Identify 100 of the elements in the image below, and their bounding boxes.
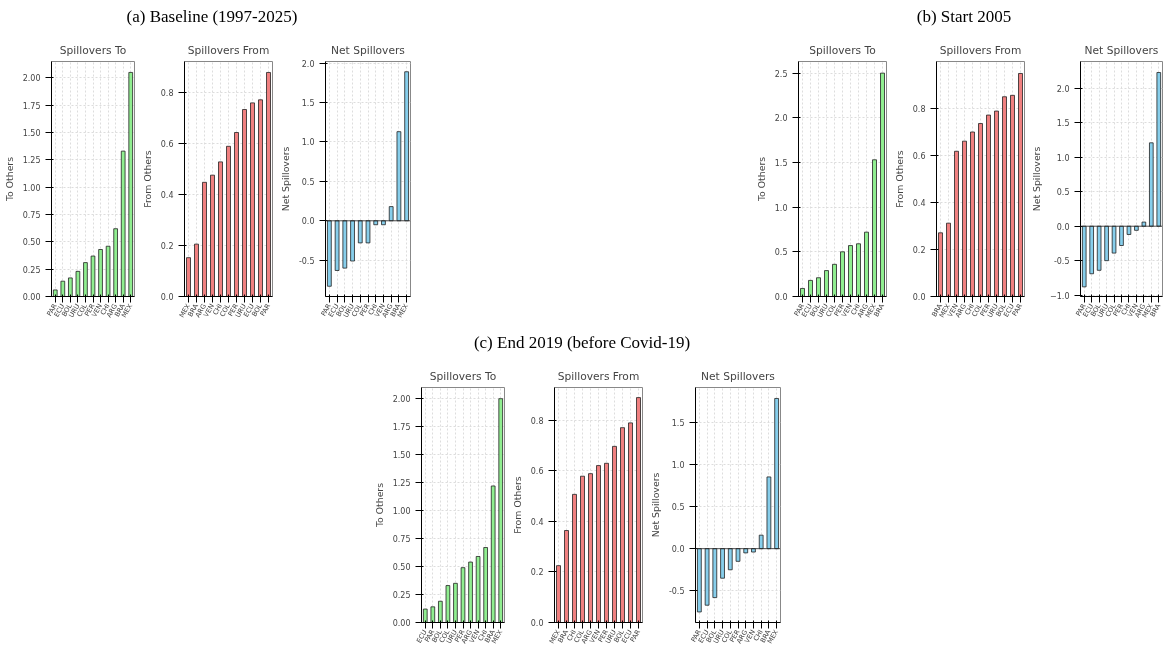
y-axis-title: To Others: [755, 156, 767, 203]
y-tick-label: 0.8: [160, 88, 174, 98]
bar: [250, 102, 255, 297]
bar: [105, 245, 111, 297]
bar: [620, 427, 625, 623]
y-tick-label: 0.50: [22, 238, 41, 248]
y-tick-label: 0.0: [1056, 222, 1070, 232]
y-tick-label: 0.0: [301, 217, 315, 227]
y-tick-label: 1.75: [22, 101, 41, 111]
y-tick-label: 0.5: [301, 177, 315, 187]
y-tick-label: 1.5: [774, 158, 788, 168]
chart-title: Spillovers To: [429, 369, 497, 383]
bar: [475, 556, 481, 623]
y-tick-label: 1.0: [1056, 153, 1070, 163]
y-tick-label: 1.00: [392, 507, 411, 517]
y-tick-label: 2.0: [1056, 84, 1070, 94]
y-tick-label: 0.0: [912, 293, 926, 302]
y-tick-label: 1.25: [392, 479, 411, 489]
y-tick-label: 0.6: [912, 152, 926, 161]
bar: [226, 145, 231, 297]
y-tick-label: 1.0: [671, 460, 685, 470]
y-tick-label: -0.5: [1053, 257, 1070, 267]
bar: [832, 263, 837, 297]
chart-title: Spillovers From: [187, 43, 270, 57]
y-tick-label: 2.5: [774, 69, 788, 79]
bar: [210, 174, 215, 297]
y-axis-title: From Others: [511, 476, 523, 534]
bar: [628, 422, 633, 623]
bar: [194, 243, 199, 297]
y-tick-label: 0.5: [1056, 188, 1070, 198]
bar: [824, 270, 829, 297]
y-tick-label: 1.0: [301, 138, 315, 148]
bar: [636, 397, 641, 623]
y-tick-label: 1.0: [774, 203, 788, 213]
bar: [880, 72, 885, 297]
y-tick-label: 0.6: [530, 467, 544, 477]
bar: [864, 231, 869, 297]
chart-title: Spillovers To: [809, 43, 876, 57]
y-tick-label: 0.5: [671, 502, 685, 512]
bar: [202, 181, 207, 297]
bar: [1018, 73, 1023, 297]
bar: [113, 228, 118, 297]
bar: [490, 485, 496, 623]
chart-title: Net Spillovers: [1084, 43, 1159, 57]
y-tick-label: 0.25: [392, 591, 411, 601]
y-tick-label: 0.0: [671, 545, 685, 555]
y-tick-label: 2.00: [22, 74, 41, 84]
bar: [186, 257, 191, 297]
y-tick-label: 1.5: [301, 99, 315, 109]
y-axis-title: To Others: [3, 156, 15, 203]
bar: [946, 222, 951, 297]
y-tick-label: -0.5: [668, 587, 685, 597]
bar: [848, 245, 853, 297]
y-axis-title: Net Spillovers: [279, 146, 291, 212]
y-tick-label: 1.5: [1056, 119, 1070, 129]
bar: [994, 110, 999, 297]
y-tick-label: 0.25: [22, 265, 41, 275]
bar: [460, 567, 466, 623]
bar: [1002, 96, 1007, 297]
y-tick-label: 0.4: [160, 190, 174, 200]
y-tick-label: 0.00: [22, 293, 41, 302]
y-axis-title: To Others: [373, 482, 385, 529]
bar: [234, 132, 239, 297]
chart-title: Net Spillovers: [331, 43, 406, 57]
y-tick-label: 0.8: [530, 416, 544, 426]
bar: [422, 608, 428, 623]
bar: [840, 251, 845, 297]
bar: [800, 288, 805, 297]
bar: [266, 72, 271, 297]
bar: [596, 465, 601, 623]
bar: [1010, 94, 1015, 297]
bar: [445, 585, 451, 623]
y-tick-label: −1.0: [1050, 291, 1070, 301]
bar: [90, 255, 96, 297]
y-tick-label: 2.0: [301, 59, 315, 69]
chart-title: Spillovers From: [939, 43, 1022, 57]
text: (a) Baseline (1997-2025): [126, 6, 298, 28]
chart-title: Net Spillovers: [701, 369, 776, 383]
bar: [856, 243, 861, 297]
bar: [453, 582, 458, 623]
bar: [52, 289, 58, 297]
bar: [242, 109, 247, 297]
bar: [986, 114, 991, 297]
bar: [68, 277, 73, 297]
bar: [468, 561, 473, 623]
bar: [612, 445, 617, 623]
bar: [75, 270, 81, 297]
bar: [588, 473, 593, 623]
bar: [120, 150, 126, 297]
y-axis-title: Net Spillovers: [649, 472, 661, 538]
bar: [438, 600, 443, 623]
y-tick-label: 0.0: [774, 293, 788, 302]
chart-title: Spillovers From: [557, 369, 640, 383]
bar: [430, 606, 436, 623]
y-tick-label: 0.2: [160, 241, 174, 251]
y-tick-label: 0.4: [912, 199, 926, 208]
y-tick-label: 1.50: [392, 451, 411, 461]
bar: [258, 99, 263, 297]
bar: [60, 280, 66, 297]
y-tick-label: 2.00: [392, 395, 411, 405]
